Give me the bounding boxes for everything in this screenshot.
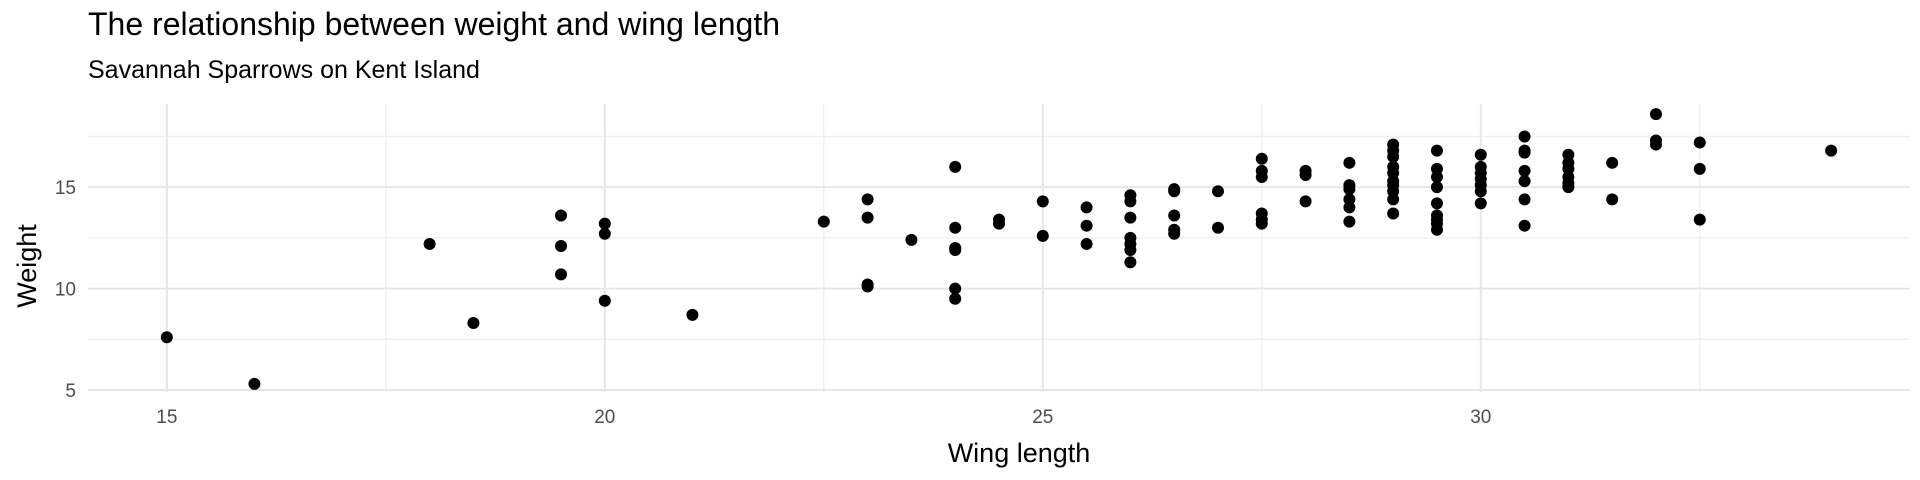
data-point [1387, 193, 1400, 206]
data-point [1387, 150, 1400, 163]
data-point [1255, 152, 1268, 165]
data-point [1693, 162, 1706, 175]
data-point [949, 282, 962, 295]
data-point [1430, 223, 1443, 236]
data-point [1343, 156, 1356, 169]
data-point [555, 209, 568, 222]
data-point [1606, 156, 1619, 169]
tick-labels: 15 20 25 30 5 10 15 [55, 178, 1491, 428]
data-point [1255, 171, 1268, 184]
data-point [1168, 209, 1181, 222]
data-point [1124, 244, 1137, 257]
x-tick-label: 20 [594, 407, 615, 428]
data-point [555, 239, 568, 252]
data-point [905, 233, 918, 246]
data-point [1168, 185, 1181, 198]
data-point [423, 237, 436, 250]
data-point [1518, 130, 1531, 143]
data-point [1649, 138, 1662, 151]
data-point [1430, 181, 1443, 194]
data-point [1036, 229, 1049, 242]
chart-title: The relationship between weight and wing… [88, 6, 781, 42]
data-point [1430, 197, 1443, 210]
data-point [1299, 168, 1312, 181]
data-point [1474, 148, 1487, 161]
data-point [1124, 211, 1137, 224]
data-point [1168, 227, 1181, 240]
data-point [555, 268, 568, 281]
chart-subtitle: Savannah Sparrows on Kent Island [88, 56, 480, 84]
data-point [861, 280, 874, 293]
data-point [248, 377, 261, 390]
data-point [1649, 108, 1662, 121]
data-point [1518, 193, 1531, 206]
data-point [1430, 144, 1443, 157]
data-point [1080, 237, 1093, 250]
data-point [598, 227, 611, 240]
y-axis-title: Weight [12, 224, 42, 308]
data-point [1387, 207, 1400, 220]
data-point [1299, 195, 1312, 208]
data-point [1080, 201, 1093, 214]
x-axis-title: Wing length [948, 438, 1091, 468]
data-point [467, 317, 480, 330]
data-point [861, 193, 874, 206]
data-point [1825, 144, 1838, 157]
data-point [1693, 136, 1706, 149]
x-tick-label: 25 [1032, 407, 1053, 428]
data-point [686, 308, 699, 321]
data-point [1124, 256, 1137, 269]
y-tick-label: 5 [65, 381, 76, 402]
data-point [1562, 181, 1575, 194]
x-tick-label: 30 [1470, 407, 1491, 428]
data-points [160, 108, 1838, 390]
x-tick-label: 15 [156, 407, 177, 428]
data-point [1474, 185, 1487, 198]
data-point [1343, 215, 1356, 228]
data-point [949, 160, 962, 173]
data-point [949, 221, 962, 234]
data-point [160, 331, 173, 344]
data-point [1518, 175, 1531, 188]
data-point [1518, 146, 1531, 159]
grid-lines [88, 104, 1910, 392]
data-point [1430, 171, 1443, 184]
data-point [949, 292, 962, 305]
data-point [949, 244, 962, 257]
data-point [1036, 195, 1049, 208]
data-point [1211, 221, 1224, 234]
data-point [598, 294, 611, 307]
data-point [1693, 213, 1706, 226]
data-point [1474, 197, 1487, 210]
data-point [993, 217, 1005, 230]
data-point [1518, 164, 1531, 177]
data-point [1124, 195, 1137, 208]
data-point [598, 217, 611, 230]
data-point [1518, 219, 1531, 232]
y-tick-label: 15 [55, 178, 76, 199]
data-point [1211, 185, 1224, 198]
data-point [861, 211, 874, 224]
data-point [1606, 193, 1619, 206]
data-point [817, 215, 830, 228]
data-point [1343, 201, 1356, 214]
y-tick-label: 10 [55, 280, 76, 301]
data-point [1255, 217, 1268, 230]
data-point [1343, 183, 1356, 196]
data-point [1080, 219, 1093, 232]
